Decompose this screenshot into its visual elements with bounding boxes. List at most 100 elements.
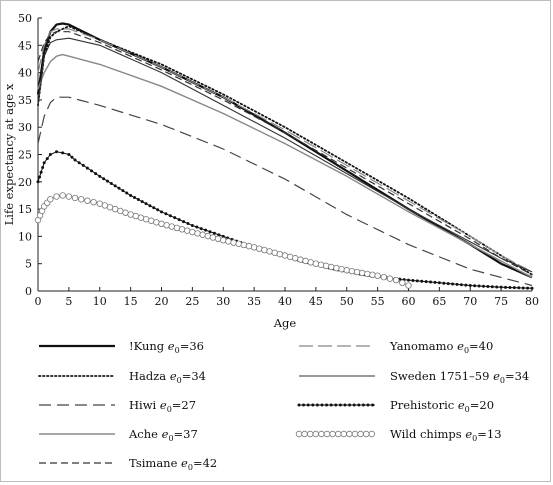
x-tick-label: 45 <box>309 295 323 308</box>
data-point <box>261 246 268 254</box>
data-point <box>125 191 129 195</box>
data-point <box>168 223 175 230</box>
data-point <box>65 193 73 200</box>
data-point <box>499 285 503 289</box>
legend-marker <box>302 403 306 407</box>
data-point <box>144 202 148 206</box>
data-point <box>407 278 410 282</box>
data-point <box>405 282 412 289</box>
data-point <box>189 228 196 236</box>
legend-marker <box>368 430 375 438</box>
data-point <box>48 153 52 156</box>
legend-marker <box>371 403 375 407</box>
y-tick-label: 25 <box>18 149 32 162</box>
legend-item-hiwi: Hiwi e0=27 <box>39 398 196 414</box>
data-point <box>39 170 43 174</box>
data-point <box>312 260 320 267</box>
legend-marker <box>315 403 319 407</box>
data-point <box>481 284 485 288</box>
legend-marker <box>311 403 315 407</box>
series-line-kung <box>36 22 533 279</box>
legend-item-kung: !Kung e0=36 <box>39 339 204 355</box>
data-point <box>380 273 387 281</box>
data-point <box>168 214 172 218</box>
data-point <box>424 280 428 284</box>
data-point <box>235 240 242 247</box>
data-point <box>358 269 366 277</box>
legend-marker <box>334 403 338 407</box>
data-point <box>328 263 335 271</box>
series-sweden-1751-59-group <box>37 37 533 273</box>
y-tick-label: 45 <box>18 39 32 52</box>
data-point <box>199 227 203 231</box>
data-point <box>182 220 186 224</box>
data-point <box>55 150 59 154</box>
x-tick-label: 30 <box>216 295 230 308</box>
data-point <box>117 186 121 190</box>
series-hiwi-group <box>37 96 533 287</box>
data-point <box>266 248 273 255</box>
legend-item-yanomamo: Yanomamo e0=40 <box>299 339 493 355</box>
x-tick-label: 50 <box>340 295 354 308</box>
y-tick-label: 50 <box>18 12 32 25</box>
data-point <box>204 232 212 240</box>
y-tick-label: 15 <box>18 203 32 216</box>
legend-label: Prehistoric e0=20 <box>390 398 494 414</box>
data-point <box>38 175 42 179</box>
series-yanomamo-group <box>37 28 533 273</box>
legend-marker <box>320 403 324 407</box>
data-point <box>392 276 400 284</box>
data-point <box>374 272 381 279</box>
data-point <box>446 282 450 286</box>
legend-marker <box>363 430 370 438</box>
y-tick-label: 40 <box>18 67 32 80</box>
data-point <box>220 237 227 244</box>
data-point <box>240 241 248 249</box>
legend-marker <box>351 430 359 438</box>
y-tick-label: 5 <box>25 258 32 271</box>
series-prehistoric-group <box>36 150 534 290</box>
data-point <box>152 206 156 210</box>
y-tick-label: 0 <box>25 285 32 298</box>
legend-label: Hiwi e0=27 <box>129 398 196 414</box>
series-ache-group <box>37 53 533 279</box>
data-point <box>517 286 521 290</box>
x-tick-label: 80 <box>525 295 539 308</box>
data-point <box>84 197 91 204</box>
data-point <box>526 286 530 290</box>
legend-marker <box>352 403 356 407</box>
data-point <box>343 267 350 274</box>
data-point <box>455 282 459 286</box>
data-point <box>490 285 494 289</box>
data-point <box>90 169 94 173</box>
data-point <box>77 161 81 165</box>
data-point <box>47 196 54 203</box>
data-point <box>132 195 136 199</box>
data-point <box>451 282 455 286</box>
legend-label: Sweden 1751–59 e0=34 <box>390 369 529 385</box>
x-axis-label: Age <box>273 316 297 330</box>
data-point <box>132 212 139 220</box>
legend-marker <box>323 430 331 438</box>
data-point <box>41 165 45 169</box>
data-point <box>105 179 109 183</box>
data-point <box>415 279 419 283</box>
data-point <box>429 280 433 284</box>
data-point <box>121 189 125 193</box>
legend-item-sweden-1751-59: Sweden 1751–59 e0=34 <box>299 369 529 385</box>
x-tick-label: 75 <box>494 295 508 308</box>
data-point <box>420 279 424 283</box>
data-point <box>195 225 199 229</box>
data-point <box>437 281 441 285</box>
data-point <box>297 256 304 263</box>
data-point <box>256 245 263 252</box>
data-point <box>369 271 376 279</box>
data-point <box>353 268 361 276</box>
data-point <box>317 261 325 268</box>
data-point <box>468 284 472 288</box>
data-point <box>214 235 222 243</box>
data-point <box>333 264 340 272</box>
data-point <box>153 219 160 226</box>
data-point <box>348 267 356 275</box>
legend-label: Tsimane e0=42 <box>129 456 217 472</box>
